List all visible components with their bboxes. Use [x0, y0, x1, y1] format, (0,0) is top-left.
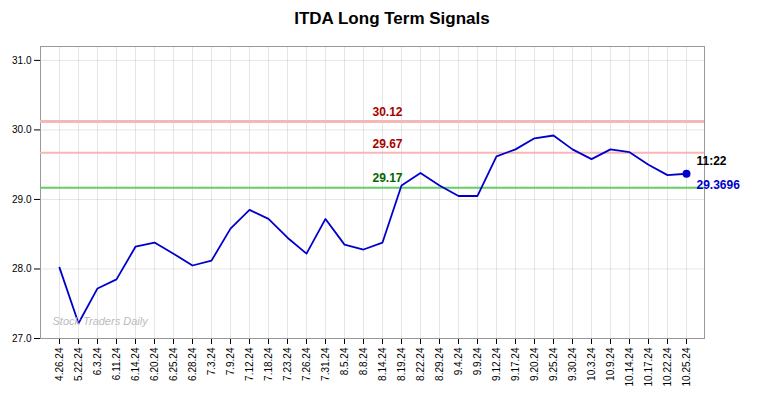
svg-text:10.25.24: 10.25.24: [681, 347, 692, 386]
svg-text:29.3696: 29.3696: [697, 178, 741, 192]
html-text:ITDA Long Term Signals: ITDA Long Term Signals: [294, 9, 490, 28]
svg-text:9.30.24: 9.30.24: [567, 347, 578, 381]
svg-text:31.0: 31.0: [12, 55, 32, 66]
svg-text:Stock Traders Daily: Stock Traders Daily: [53, 315, 150, 327]
svg-text:8.14.24: 8.14.24: [377, 347, 388, 381]
svg-text:29.67: 29.67: [373, 137, 403, 151]
svg-text:7.9.24: 7.9.24: [225, 347, 236, 375]
svg-text:28.0: 28.0: [12, 263, 32, 274]
svg-text:10.14.24: 10.14.24: [624, 347, 635, 386]
svg-text:7.26.24: 7.26.24: [301, 347, 312, 381]
svg-text:11:22: 11:22: [697, 154, 727, 168]
svg-text:6.14.24: 6.14.24: [130, 347, 141, 381]
svg-text:10.3.24: 10.3.24: [586, 347, 597, 381]
svg-text:29.17: 29.17: [373, 171, 403, 185]
svg-text:6.11.24: 6.11.24: [111, 347, 122, 380]
svg-text:6.25.24: 6.25.24: [168, 347, 179, 381]
svg-text:10.17.24: 10.17.24: [643, 347, 654, 386]
svg-text:10.9.24: 10.9.24: [605, 347, 616, 381]
svg-text:6.20.24: 6.20.24: [149, 347, 160, 381]
svg-text:7.31.24: 7.31.24: [320, 347, 331, 381]
svg-text:8.22.24: 8.22.24: [415, 347, 426, 381]
svg-text:29.0: 29.0: [12, 194, 32, 205]
svg-text:8.5.24: 8.5.24: [339, 347, 350, 375]
svg-text:7.3.24: 7.3.24: [206, 347, 217, 375]
svg-text:9.25.24: 9.25.24: [548, 347, 559, 381]
svg-text:10.22.24: 10.22.24: [662, 347, 673, 386]
svg-text:9.4.24: 9.4.24: [453, 347, 464, 375]
svg-text:7.12.24: 7.12.24: [244, 347, 255, 381]
svg-text:9.20.24: 9.20.24: [529, 347, 540, 381]
svg-text:5.22.24: 5.22.24: [73, 347, 84, 381]
svg-text:8.19.24: 8.19.24: [396, 347, 407, 381]
svg-text:9.17.24: 9.17.24: [510, 347, 521, 381]
svg-text:9.9.24: 9.9.24: [472, 347, 483, 375]
svg-text:4.26.24: 4.26.24: [54, 347, 65, 381]
svg-text:30.12: 30.12: [373, 105, 403, 119]
svg-text:6.3.24: 6.3.24: [92, 347, 103, 375]
svg-text:7.23.24: 7.23.24: [282, 347, 293, 381]
svg-text:8.8.24: 8.8.24: [358, 347, 369, 375]
svg-text:6.28.24: 6.28.24: [187, 347, 198, 381]
svg-text:8.29.24: 8.29.24: [434, 347, 445, 381]
svg-text:9.12.24: 9.12.24: [491, 347, 502, 381]
svg-text:27.0: 27.0: [12, 333, 32, 344]
svg-text:7.18.24: 7.18.24: [263, 347, 274, 381]
svg-text:30.0: 30.0: [12, 124, 32, 135]
